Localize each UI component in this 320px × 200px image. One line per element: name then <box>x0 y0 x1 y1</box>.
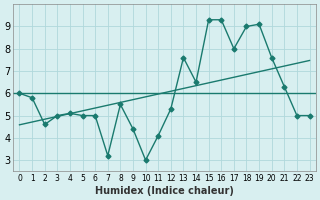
X-axis label: Humidex (Indice chaleur): Humidex (Indice chaleur) <box>95 186 234 196</box>
